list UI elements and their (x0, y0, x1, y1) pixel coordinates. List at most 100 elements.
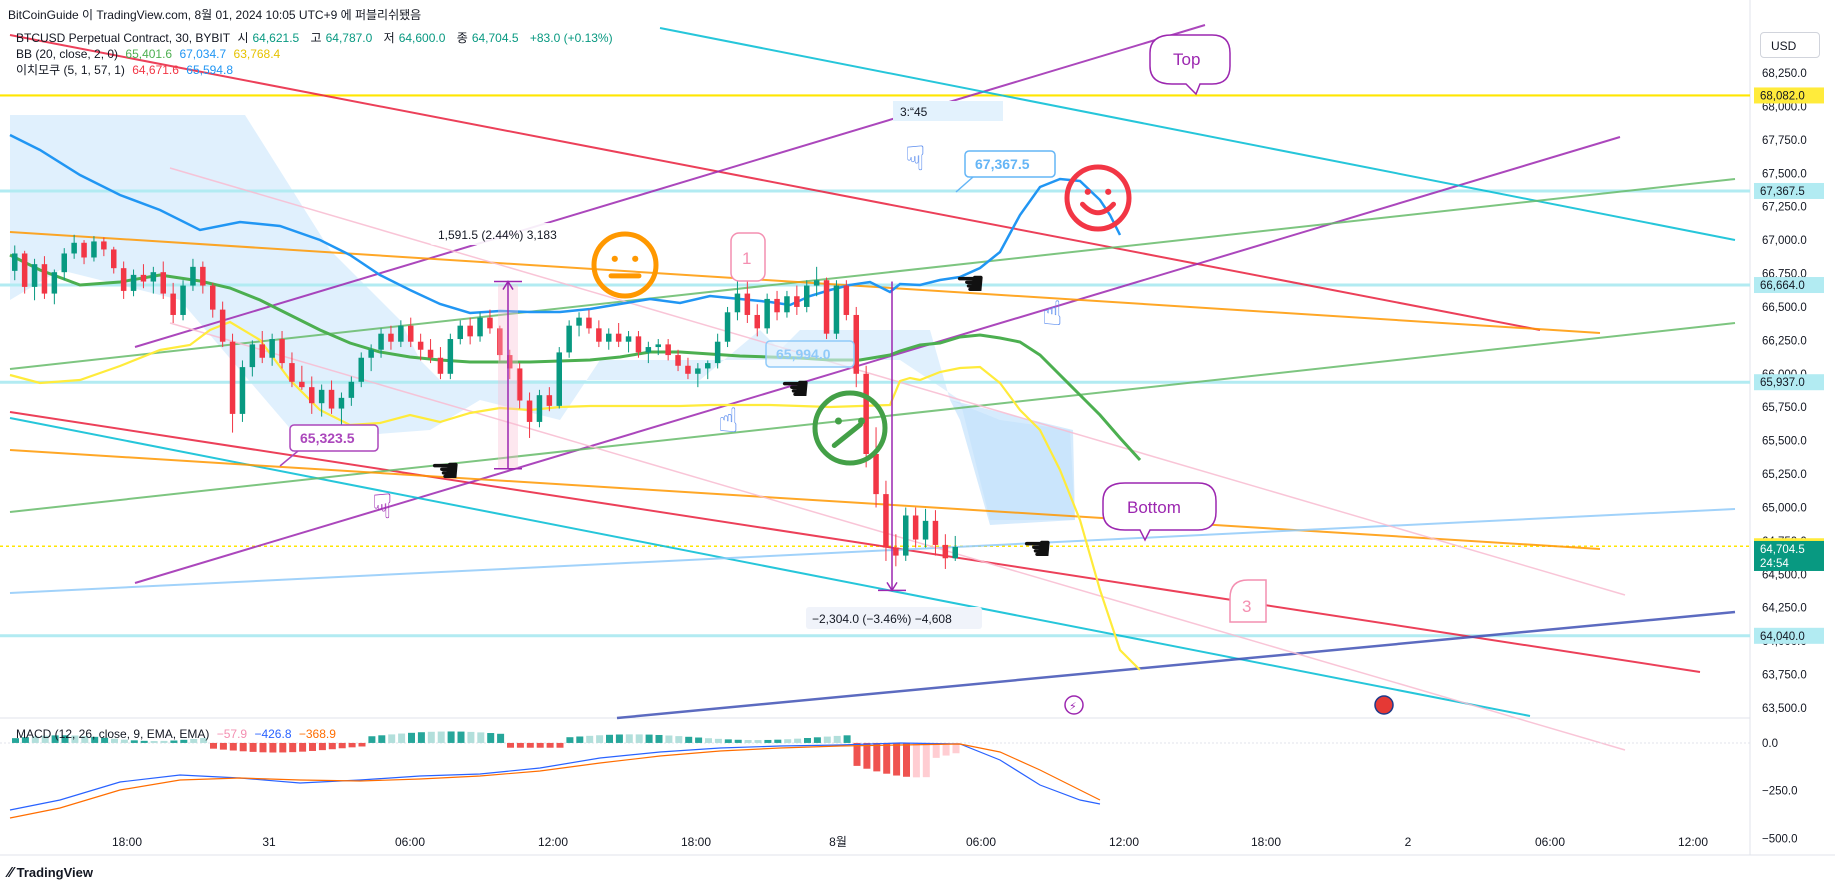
macd-histogram-bar (170, 740, 178, 743)
dizzy-face-icon (812, 390, 888, 466)
price-axis-tick: 64,500.0 (1762, 569, 1807, 581)
legend-symbol: BTCUSD Perpetual Contract, 30, BYBIT (16, 31, 231, 45)
candle-body (101, 241, 107, 250)
callout-low-tail (279, 450, 299, 467)
legend-ichimoku-label: 이치모쿠 (5, 1, 57, 1) (16, 63, 125, 77)
macd-histogram-bar (447, 731, 455, 743)
candle-body (71, 242, 77, 254)
candle-body (556, 352, 562, 406)
time-axis-tick: 06:00 (1535, 835, 1565, 849)
macd-histogram-bar (219, 742, 227, 750)
candle-body (91, 241, 97, 258)
macd-histogram-bar (200, 738, 208, 743)
macd-line (9, 742, 1101, 811)
macd-histogram-bar (685, 736, 693, 743)
bottom-bubble (1102, 482, 1217, 542)
macd-histogram-bar (932, 742, 940, 758)
candle-body (883, 494, 889, 548)
pointing-hand-icon: ☝ (1042, 294, 1063, 334)
macd-histogram-bar (615, 734, 623, 743)
macd-histogram-bar (695, 737, 703, 743)
macd-axis-tick: 0.0 (1762, 738, 1778, 750)
macd-histogram-bar (348, 742, 356, 748)
candle-body (516, 368, 523, 401)
price-tag (1754, 627, 1824, 644)
pointing-hand-icon: ☟ (372, 487, 393, 527)
macd-histogram-bar (61, 735, 69, 743)
candle-body (606, 333, 612, 342)
macd-histogram-bar (101, 737, 109, 743)
macd-histogram-bar (675, 736, 683, 743)
candle-body (576, 317, 582, 326)
top-label: Top (1173, 50, 1200, 69)
price-axis-tick: 65,000.0 (1762, 502, 1807, 514)
macd-histogram-bar (259, 742, 267, 753)
candle-body (546, 395, 553, 406)
legend-ichimoku-row: 이치모쿠 (5, 1, 57, 1) 64,671.6 65,594.8 (16, 62, 237, 78)
macd-histogram (12, 731, 960, 778)
candle-body (150, 272, 157, 282)
macd-histogram-bar (12, 738, 19, 743)
candle-body (487, 317, 493, 329)
cyan-trendline (9, 417, 1531, 717)
macd-histogram-bar (586, 735, 594, 743)
macd-histogram-bar (546, 742, 554, 748)
candle-body (912, 515, 919, 540)
candle-body (140, 274, 147, 282)
macd-histogram-bar (794, 738, 802, 743)
macd-signal-line (9, 743, 1101, 819)
candle-body (249, 344, 256, 368)
candle-body (398, 325, 404, 342)
time-axis-tick: 18:00 (112, 835, 142, 849)
macd-histogram-bar (417, 732, 425, 743)
time-axis-tick: 12:00 (1678, 835, 1708, 849)
candle-body (893, 547, 899, 556)
currency-button[interactable]: USD (1760, 32, 1820, 58)
candle-body (804, 285, 810, 307)
lightblue-trendline (9, 508, 1736, 594)
green-trendline (9, 178, 1736, 370)
legend-macd-hist: −57.9 (216, 727, 248, 741)
publish-attribution: BitCoinGuide 이 TradingView.com, 8월 01, 2… (8, 8, 422, 22)
candle-body (269, 339, 275, 358)
macd-histogram-bar (576, 736, 584, 743)
macd-histogram-bar (873, 742, 881, 772)
macd-histogram-bar (635, 734, 643, 743)
legend-macd-line: −426.8 (254, 727, 292, 741)
pink-channel-line (169, 322, 1626, 751)
price-axis-tick: 63,500.0 (1762, 703, 1807, 715)
time-axis-tick: 18:00 (681, 835, 711, 849)
macd-histogram-bar (912, 742, 920, 778)
top-bubble (1149, 34, 1231, 96)
time-axis-tick: 06:00 (966, 835, 996, 849)
bottom-label: Bottom (1127, 498, 1181, 517)
candle-body (417, 341, 424, 350)
price-tag-value: 67,367.5 (1760, 186, 1805, 198)
macd-histogram-bar (467, 731, 475, 743)
macd-histogram-bar (903, 742, 910, 777)
candle-body (190, 266, 196, 286)
macd-histogram-bar (714, 738, 722, 743)
candle-body (695, 368, 701, 374)
candle-body (408, 325, 414, 342)
macd-histogram-bar (279, 742, 287, 753)
macd-histogram-bar (437, 731, 445, 743)
macd-histogram-bar (724, 739, 732, 743)
candle-body (427, 349, 434, 358)
range-down-label: −2,304.0 (−3.46%) −4,608 (812, 612, 952, 626)
candle-body (477, 317, 483, 337)
happy-face-icon (1064, 164, 1132, 232)
pointing-hand-icon: ☚ (955, 264, 985, 304)
macd-histogram-bar (130, 740, 138, 743)
price-axis-tick: 68,250.0 (1762, 68, 1807, 80)
candle-body (358, 357, 364, 382)
callout-high-box (964, 150, 1056, 178)
price-tag (1754, 374, 1824, 391)
candle-body (813, 280, 820, 286)
candle-body (31, 264, 38, 287)
pointing-hand-icon: ☚ (780, 369, 810, 409)
callout-high-text: 67,367.5 (975, 156, 1030, 172)
macd-histogram-bar (457, 731, 465, 743)
red-trendline (9, 34, 1541, 331)
